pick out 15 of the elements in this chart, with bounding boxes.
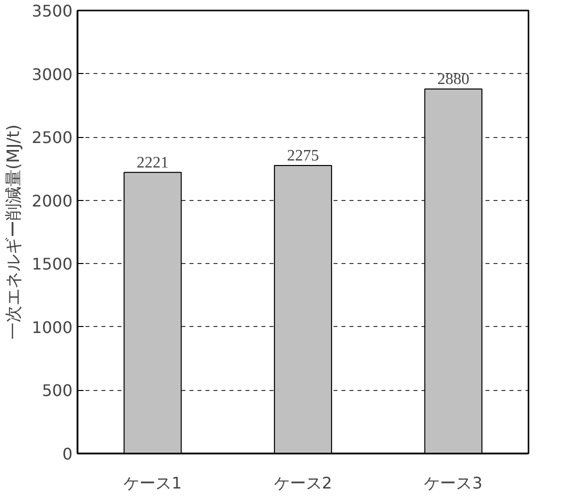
- y-tick-label: 3000: [32, 64, 72, 84]
- y-tick-label: 0: [62, 444, 73, 464]
- y-tick-label: 1000: [32, 318, 72, 337]
- data-label: 2880: [437, 70, 470, 88]
- x-tick-label: ケース2: [274, 474, 332, 492]
- y-tick-label: 2500: [32, 128, 72, 148]
- x-tick-label: ケース3: [424, 474, 482, 492]
- y-tick-label: 500: [42, 381, 73, 400]
- data-label: 2221: [136, 154, 169, 172]
- y-tick-label: 3500: [32, 2, 72, 20]
- y-axis-title: 一次エネルギー削減量(MJ/t): [4, 124, 24, 340]
- y-tick-label: 2000: [32, 191, 72, 210]
- data-label: 2275: [287, 148, 319, 165]
- x-tick-label: ケース1: [124, 474, 182, 492]
- y-tick-label: 1500: [32, 254, 72, 274]
